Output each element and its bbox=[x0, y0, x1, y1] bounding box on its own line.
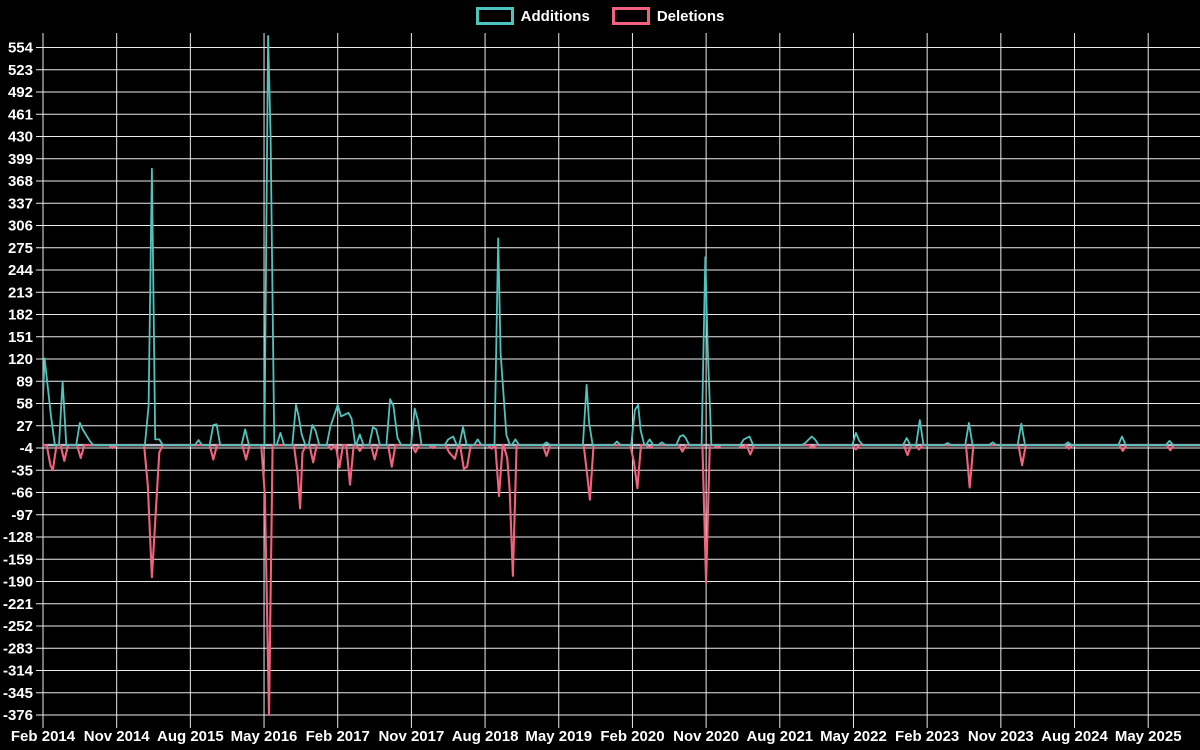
y-tick-label: -97 bbox=[11, 507, 33, 524]
deletions-line bbox=[43, 444, 1200, 717]
y-tick-label: 554 bbox=[8, 40, 34, 57]
y-tick-label: 523 bbox=[8, 62, 33, 79]
y-tick-label: -345 bbox=[3, 685, 33, 702]
x-tick-label: Feb 2017 bbox=[306, 728, 370, 745]
y-tick-label: -252 bbox=[3, 618, 33, 635]
x-tick-label: Feb 2014 bbox=[11, 728, 76, 745]
y-tick-label: 461 bbox=[8, 106, 33, 123]
y-tick-label: 337 bbox=[8, 195, 33, 212]
y-tick-label: -4 bbox=[20, 440, 34, 457]
x-tick-label: May 2016 bbox=[231, 728, 298, 745]
y-tick-label: -159 bbox=[3, 551, 33, 568]
y-tick-label: -128 bbox=[3, 529, 33, 546]
y-tick-label: 275 bbox=[8, 240, 33, 257]
y-tick-label: 89 bbox=[16, 373, 33, 390]
y-tick-label: 58 bbox=[16, 396, 33, 413]
chart-legend: Additions Deletions bbox=[0, 7, 1200, 25]
y-tick-label: 120 bbox=[8, 351, 33, 368]
y-tick-label: -66 bbox=[11, 485, 33, 502]
y-tick-label: 151 bbox=[8, 329, 33, 346]
y-tick-label: 368 bbox=[8, 173, 33, 190]
y-tick-label: -314 bbox=[3, 663, 34, 680]
x-tick-label: Aug 2018 bbox=[452, 728, 519, 745]
y-tick-label: -35 bbox=[11, 462, 33, 479]
y-tick-label: 244 bbox=[8, 262, 34, 279]
x-tick-label: Feb 2020 bbox=[600, 728, 664, 745]
x-tick-label: Nov 2023 bbox=[968, 728, 1034, 745]
y-tick-label: -283 bbox=[3, 640, 33, 657]
y-tick-label: -190 bbox=[3, 574, 33, 591]
x-tick-label: Aug 2021 bbox=[746, 728, 813, 745]
y-tick-label: 492 bbox=[8, 84, 33, 101]
x-tick-label: Aug 2024 bbox=[1041, 728, 1108, 745]
legend-item-additions[interactable]: Additions bbox=[475, 7, 590, 25]
x-tick-label: May 2022 bbox=[820, 728, 887, 745]
y-tick-label: 213 bbox=[8, 284, 33, 301]
legend-label-additions: Additions bbox=[520, 7, 590, 25]
y-tick-label: 430 bbox=[8, 129, 33, 146]
y-tick-label: -376 bbox=[3, 707, 33, 724]
legend-item-deletions[interactable]: Deletions bbox=[611, 7, 725, 25]
x-tick-label: Nov 2014 bbox=[84, 728, 151, 745]
x-axis-labels: Feb 2014 Nov 2014 Aug 2015 May 2016 Feb 2017… bbox=[11, 728, 1182, 745]
y-tick-label: 399 bbox=[8, 151, 33, 168]
gridlines bbox=[36, 33, 1200, 728]
x-tick-label: May 2019 bbox=[525, 728, 592, 745]
x-tick-label: Nov 2020 bbox=[673, 728, 739, 745]
x-tick-label: Aug 2015 bbox=[157, 728, 224, 745]
x-tick-label: Feb 2023 bbox=[895, 728, 959, 745]
y-tick-label: 27 bbox=[16, 418, 33, 435]
legend-label-deletions: Deletions bbox=[656, 7, 725, 25]
additions-line bbox=[43, 35, 1200, 446]
x-tick-label: May 2025 bbox=[1115, 728, 1182, 745]
y-axis-labels: 554 523 492 461 430 399 368 337 306 275 244 213 182 1… bbox=[3, 40, 34, 725]
additions-swatch-icon bbox=[475, 7, 514, 25]
y-tick-label: -221 bbox=[3, 596, 33, 613]
x-tick-label: Nov 2017 bbox=[378, 728, 444, 745]
y-tick-label: 306 bbox=[8, 218, 33, 235]
y-tick-label: 182 bbox=[8, 307, 33, 324]
deletions-swatch-icon bbox=[611, 7, 650, 25]
